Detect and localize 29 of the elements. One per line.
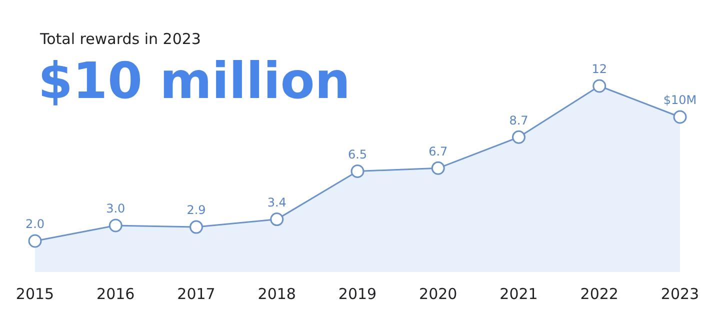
data-label: 8.7 bbox=[509, 113, 528, 128]
point bbox=[512, 130, 526, 144]
data-label: 6.5 bbox=[348, 147, 368, 162]
data-label: 12 bbox=[592, 62, 608, 76]
data-label: 6.7 bbox=[428, 144, 448, 158]
point bbox=[673, 110, 687, 124]
x-tick-label: 2018 bbox=[258, 284, 296, 303]
x-tick-label: 2015 bbox=[16, 284, 54, 303]
x-tick-label: 2022 bbox=[580, 284, 618, 303]
data-label: 3.0 bbox=[106, 202, 126, 216]
chart-subtitle: $10 million bbox=[38, 52, 350, 110]
data-label: $10M bbox=[663, 93, 697, 108]
point bbox=[190, 220, 203, 234]
point bbox=[431, 161, 445, 175]
x-tick-label: 2021 bbox=[500, 284, 538, 303]
chart-title: Total rewards in 2023 bbox=[40, 30, 201, 48]
point bbox=[28, 234, 42, 248]
x-tick-label: 2017 bbox=[177, 284, 216, 303]
data-label: 2.0 bbox=[25, 217, 45, 232]
x-tick-label: 2020 bbox=[419, 284, 458, 303]
point bbox=[350, 164, 364, 178]
point bbox=[270, 212, 284, 226]
x-tick-label: 2019 bbox=[338, 284, 377, 303]
data-label: 2.9 bbox=[186, 203, 206, 218]
data-label: 3.4 bbox=[267, 195, 286, 210]
point bbox=[108, 218, 122, 232]
x-tick-label: 2016 bbox=[96, 284, 135, 303]
x-tick-label: 2023 bbox=[660, 284, 700, 303]
point bbox=[592, 79, 606, 93]
